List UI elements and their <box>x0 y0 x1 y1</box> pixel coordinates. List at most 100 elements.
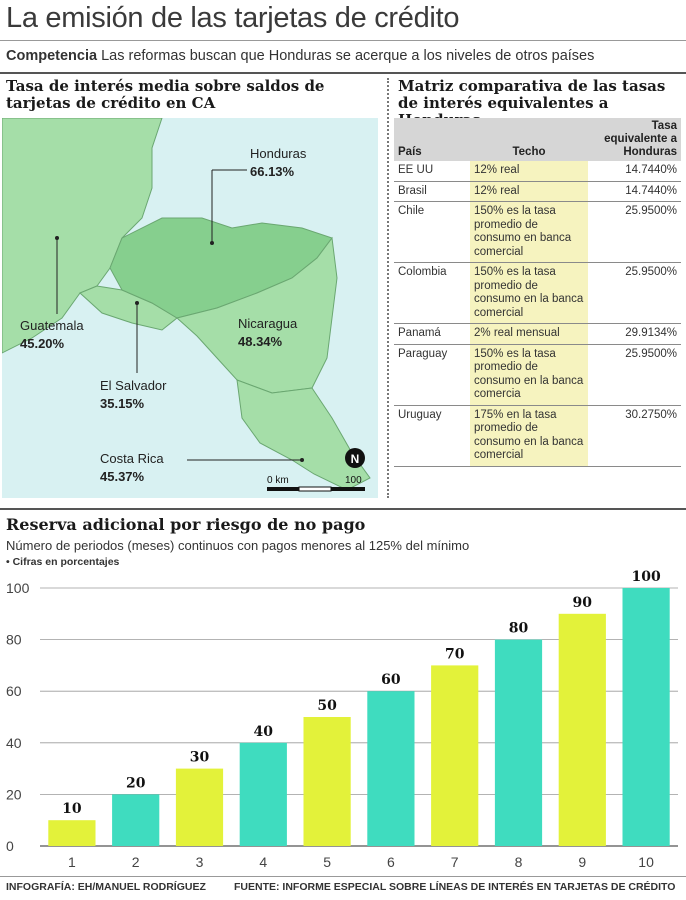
table-row: Paraguay 150% es la tasa promedio de cons… <box>394 344 681 406</box>
cell-techo: 12% real <box>470 161 588 182</box>
cell-techo: 2% real mensual <box>470 323 588 345</box>
data-label-4: 40 <box>254 724 274 740</box>
bar-1 <box>48 820 96 846</box>
chart-title: Reserva adicional por riesgo de no pago <box>6 515 366 534</box>
chart-note: • Cifras en porcentajes <box>6 556 120 568</box>
country-value-guatemala: 45.20% <box>20 336 65 351</box>
x-tick-label: 5 <box>323 854 331 870</box>
cell-techo: 175% en la tasa promedio de consumo en l… <box>470 405 588 467</box>
country-label-el-salvador: El Salvador <box>100 378 167 393</box>
data-label-6: 60 <box>381 672 401 688</box>
leader-dot-costa-rica <box>300 458 304 462</box>
x-tick-label: 3 <box>196 854 204 870</box>
cell-techo: 150% es la tasa promedio de consumo en l… <box>470 262 588 324</box>
data-label-5: 50 <box>317 698 337 714</box>
country-label-costa-rica: Costa Rica <box>100 451 164 466</box>
x-tick-label: 6 <box>387 854 395 870</box>
cell-tasa: 30.2750% <box>588 405 681 467</box>
x-tick-label: 4 <box>259 854 267 870</box>
subtitle-text: Las reformas buscan que Honduras se acer… <box>97 48 595 64</box>
x-tick-label: 10 <box>638 854 654 870</box>
y-tick-label: 80 <box>6 632 22 648</box>
country-value-el-salvador: 35.15% <box>100 396 145 411</box>
footer-credit: INFOGRAFÍA: EH/MANUEL RODRÍGUEZ <box>6 881 206 893</box>
cell-pais: Brasil <box>394 181 470 202</box>
bar-10 <box>622 588 670 846</box>
data-label-2: 20 <box>126 775 146 791</box>
section-divider <box>0 508 686 510</box>
map-title: Tasa de interés media sobre saldos de ta… <box>6 77 325 112</box>
table-row: Panamá 2% real mensual 29.9134% <box>394 323 681 345</box>
header-tasa: Tasa equivalente a Honduras <box>588 118 681 161</box>
data-label-10: 100 <box>631 570 660 585</box>
column-divider <box>387 78 389 498</box>
y-tick-label: 0 <box>6 838 14 854</box>
y-tick-label: 20 <box>6 786 22 802</box>
bar-7 <box>431 665 479 846</box>
page-subtitle: Competencia Las reformas buscan que Hond… <box>6 48 594 64</box>
rates-matrix-table: País Techo Tasa equivalente a Honduras E… <box>394 118 681 467</box>
leader-dot-honduras <box>210 241 214 245</box>
scale-bar-segment-2 <box>298 486 332 492</box>
table-header-row: País Techo Tasa equivalente a Honduras <box>394 118 681 161</box>
bar-3 <box>175 768 224 846</box>
cell-techo: 12% real <box>470 181 588 202</box>
table-row: EE UU 12% real 14.7440% <box>394 161 681 182</box>
header-pais: País <box>394 118 470 161</box>
y-tick-label: 40 <box>6 735 22 751</box>
section-divider <box>0 72 686 74</box>
cell-pais: Paraguay <box>394 344 470 406</box>
north-arrow-icon <box>345 448 365 468</box>
country-value-honduras: 66.13% <box>250 164 295 179</box>
x-tick-label: 8 <box>515 854 523 870</box>
central-america-map: Honduras 66.13% Guatemala 45.20% Nicarag… <box>2 118 378 498</box>
chart-subtitle: Número de periodos (meses) continuos con… <box>6 538 470 553</box>
cell-tasa: 14.7440% <box>588 161 681 182</box>
bar-6 <box>367 691 415 846</box>
table-body: EE UU 12% real 14.7440% Brasil 12% real 14.74… <box>394 161 681 467</box>
country-value-costa-rica: 45.37% <box>100 469 145 484</box>
data-label-8: 80 <box>509 621 529 637</box>
y-tick-label: 60 <box>6 683 22 699</box>
leader-dot-el-salvador <box>135 301 139 305</box>
x-tick-label: 7 <box>451 854 459 870</box>
x-tick-label: 1 <box>68 854 76 870</box>
x-tick-label: 9 <box>578 854 586 870</box>
data-label-3: 30 <box>190 750 210 766</box>
country-label-honduras: Honduras <box>250 146 307 161</box>
scale-end-label: 100 <box>345 475 362 486</box>
footer-source: FUENTE: INFORME ESPECIAL SOBRE LÍNEAS DE… <box>234 881 676 893</box>
scale-bar-segment-3 <box>331 487 365 491</box>
cell-tasa: 25.9500% <box>588 344 681 406</box>
bar-8 <box>494 639 543 846</box>
north-label: N <box>351 452 360 466</box>
scale-start-label: 0 km <box>267 475 289 486</box>
table-row: Colombia 150% es la tasa promedio de cons… <box>394 262 681 324</box>
cell-pais: Uruguay <box>394 405 470 467</box>
matrix-title: Matriz comparativa de las tasas de inter… <box>398 77 666 129</box>
cell-tasa: 29.9134% <box>588 323 681 345</box>
table-row: Uruguay 175% en la tasa promedio de consu… <box>394 405 681 467</box>
x-tick-label: 2 <box>132 854 140 870</box>
subtitle-lead: Competencia <box>6 48 98 64</box>
leader-dot-guatemala <box>55 236 59 240</box>
scale-bar-segment-1 <box>267 487 299 491</box>
reserve-bar-chart: 0 20 40 60 80 100 10 1 20 2 30 3 40 4 50 5 60 6 70 7 80 8 90 9 1… <box>6 570 678 870</box>
table-row: Brasil 12% real 14.7440% <box>394 181 681 202</box>
cell-techo: 150% es la tasa promedio de consumo en l… <box>470 344 588 406</box>
header-techo: Techo <box>470 118 588 161</box>
cell-tasa: 25.9500% <box>588 201 681 263</box>
cell-pais: Colombia <box>394 262 470 324</box>
country-label-nicaragua: Nicaragua <box>238 316 298 331</box>
bar-4 <box>239 742 287 846</box>
page-title: La emisión de las tarjetas de crédito <box>6 2 460 34</box>
cell-pais: EE UU <box>394 161 470 182</box>
bar-2 <box>112 794 160 846</box>
land-nicaragua <box>175 236 338 394</box>
cell-pais: Chile <box>394 201 470 263</box>
cell-pais: Panamá <box>394 323 470 345</box>
country-label-guatemala: Guatemala <box>20 318 84 333</box>
data-label-7: 70 <box>445 646 465 662</box>
cell-techo: 150% es la tasa promedio de consumo en b… <box>470 201 588 263</box>
cell-tasa: 14.7440% <box>588 181 681 202</box>
